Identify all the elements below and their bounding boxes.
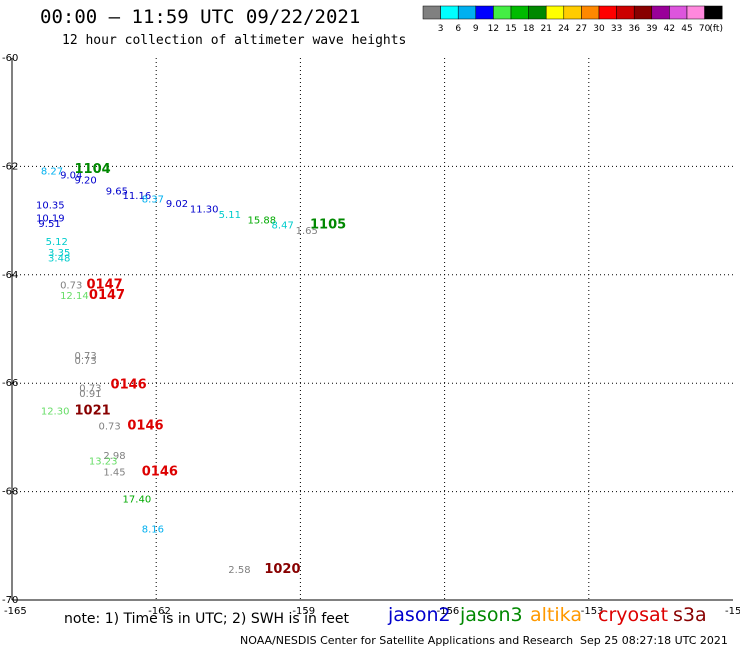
legend-s3a: s3a — [673, 604, 707, 626]
x-tick-label: -159 — [292, 606, 315, 617]
track-time-label: 1021 — [74, 404, 110, 419]
wave-height-point: 15.88 — [248, 215, 277, 226]
colorbar-label: 36 — [628, 24, 640, 34]
colorbar-swatch — [616, 5, 635, 20]
colorbar-swatch — [704, 5, 723, 20]
wave-height-point: 9.65 — [106, 187, 128, 198]
wave-height-point: 9.02 — [166, 199, 188, 210]
colorbar-swatch — [651, 5, 670, 20]
track-time-label: 1105 — [310, 218, 346, 233]
wave-height-point: 9.20 — [74, 176, 96, 187]
legend-jason3: jason3 — [460, 604, 523, 626]
y-tick-label: -70 — [2, 595, 18, 606]
wave-height-point: 17.40 — [123, 494, 152, 505]
track-time-label: 0146 — [142, 464, 178, 479]
colorbar-label: 18 — [523, 24, 535, 34]
colorbar-unit: (ft) — [709, 24, 723, 34]
wave-height-point: 2.58 — [228, 565, 250, 576]
colorbar-label: 70 — [699, 24, 711, 34]
y-tick-label: -64 — [2, 270, 18, 281]
x-tick-label: -150 — [725, 606, 740, 617]
wave-height-point: 10.35 — [36, 201, 65, 212]
colorbar-label: 3 — [438, 24, 444, 34]
colorbar-label: 30 — [593, 24, 605, 34]
legend-jason2: jason2 — [388, 604, 451, 626]
track-time-label: 0147 — [87, 277, 123, 292]
wave-height-point: 13.23 — [89, 457, 118, 468]
colorbar-swatch — [475, 5, 494, 20]
x-tick-label: -153 — [581, 606, 604, 617]
wave-height-point: 9.04 — [60, 170, 82, 181]
colorbar-label: 45 — [681, 24, 692, 34]
colorbar-swatch — [669, 5, 688, 20]
colorbar-label: 9 — [473, 24, 479, 34]
credit-timestamp: Sep 25 08:27:18 UTC 2021 — [580, 634, 728, 647]
wave-height-point: 8.37 — [142, 195, 164, 206]
wave-height-point: 2.98 — [103, 451, 125, 462]
track-time-label: 0146 — [111, 378, 147, 393]
chart-subtitle: 12 hour collection of altimeter wave hei… — [62, 33, 407, 48]
credit-text: NOAA/NESDIS Center for Satellite Applica… — [240, 634, 574, 647]
wave-height-point: 0.73 — [79, 383, 101, 394]
track-time-label: 1020 — [264, 562, 300, 577]
colorbar-swatch — [598, 5, 617, 20]
wave-height-point: 0.73 — [74, 356, 96, 367]
colorbar-label: 42 — [664, 24, 675, 34]
wave-height-point: 12.30 — [41, 407, 70, 418]
wave-height-point: 3.48 — [48, 253, 70, 264]
colorbar-label: 24 — [558, 24, 570, 34]
chart-title: 00:00 — 11:59 UTC 09/22/2021 — [40, 6, 361, 28]
colorbar-swatch — [686, 5, 705, 20]
colorbar-label: 39 — [646, 24, 658, 34]
y-tick-label: -62 — [2, 161, 18, 172]
x-tick-label: -162 — [148, 606, 171, 617]
wave-height-point: 0.73 — [99, 421, 121, 432]
colorbar-swatch — [510, 5, 529, 20]
x-tick-label: -165 — [4, 606, 27, 617]
colorbar-label: 15 — [505, 24, 516, 34]
colorbar-swatch — [528, 5, 547, 20]
track-time-label: 1104 — [74, 162, 110, 177]
wave-height-point: 11.30 — [190, 204, 219, 215]
x-tick-label: -156 — [437, 606, 460, 617]
wave-height-point: 5.12 — [46, 237, 68, 248]
wave-height-point: 1.65 — [296, 226, 318, 237]
wave-height-point: 0.91 — [79, 389, 101, 400]
y-tick-label: -66 — [2, 378, 18, 389]
legend-altika: altika — [530, 604, 582, 626]
colorbar-swatch — [493, 5, 512, 20]
colorbar-swatch — [563, 5, 582, 20]
colorbar-label: 21 — [540, 24, 551, 34]
track-time-label: 0147 — [89, 288, 125, 303]
colorbar-swatch — [457, 5, 477, 20]
wave-height-point: 8.47 — [272, 221, 294, 232]
wave-height-point: 12.14 — [60, 291, 89, 302]
wave-height-point: 5.11 — [219, 210, 241, 221]
colorbar-label: 27 — [576, 24, 587, 34]
wave-height-point: 0.73 — [74, 351, 96, 362]
colorbar-label: 6 — [455, 24, 461, 34]
wave-height-point: 3.35 — [48, 248, 70, 259]
wave-height-point: 8.27 — [41, 167, 63, 178]
y-tick-label: -60 — [2, 53, 18, 64]
colorbar-swatch — [545, 5, 565, 20]
colorbar-label: 12 — [488, 24, 499, 34]
legend-cryosat: cryosat — [598, 604, 669, 626]
wave-height-point: 1.45 — [103, 467, 125, 478]
wave-height-point: 10.19 — [36, 214, 65, 225]
colorbar-label: 33 — [611, 24, 622, 34]
colorbar-swatch — [422, 5, 441, 20]
y-tick-label: -68 — [2, 487, 18, 498]
wave-height-point: 11.16 — [123, 191, 152, 202]
units-note: note: 1) Time is in UTC; 2) SWH is in fe… — [64, 611, 350, 627]
colorbar-swatch — [633, 5, 653, 20]
colorbar-swatch — [581, 5, 600, 20]
wave-height-point: 8.16 — [142, 524, 164, 535]
track-time-label: 0146 — [127, 418, 163, 433]
wave-height-point: 0.73 — [60, 280, 82, 291]
wave-height-point: 9.51 — [38, 219, 60, 230]
colorbar-swatch — [440, 5, 459, 20]
